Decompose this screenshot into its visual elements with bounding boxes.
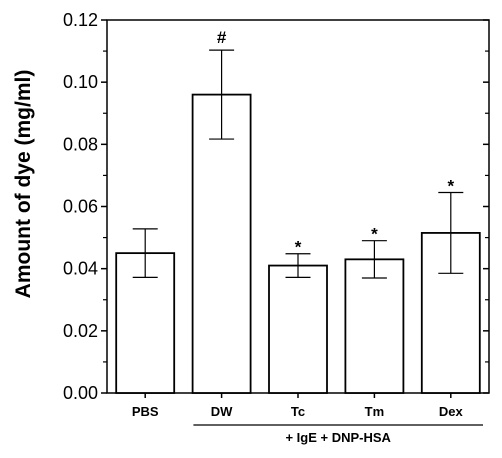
significance-marker: * (295, 238, 302, 257)
significance-marker: * (371, 225, 378, 244)
y-tick-label: 0.10 (63, 72, 98, 92)
x-category-label: DW (211, 404, 233, 419)
x-category-label: Tc (291, 404, 305, 419)
significance-marker: * (447, 177, 454, 196)
y-tick-label: 0.12 (63, 10, 98, 30)
x-category-label: Dex (439, 404, 464, 419)
y-tick-label: 0.04 (63, 259, 98, 279)
y-tick-label: 0.08 (63, 134, 98, 154)
bar (344, 258, 405, 394)
significance-marker: # (217, 28, 227, 47)
bar (268, 264, 328, 394)
bar (191, 93, 252, 394)
y-axis-title: Amount of dye (mg/ml) (12, 70, 35, 299)
x-category-label: Tm (365, 404, 385, 419)
plot-area: 0.00 0.02 0.04 0.06 0.08 0.10 0.12 PBS DW # Tc * Tm *… (63, 10, 490, 445)
y-tick-label: 0.02 (63, 321, 98, 341)
y-tick-label: 0.00 (63, 383, 98, 403)
x-category-label: PBS (132, 404, 159, 419)
y-tick-label: 0.06 (63, 197, 98, 217)
group-label: + IgE + DNP-HSA (285, 430, 391, 445)
